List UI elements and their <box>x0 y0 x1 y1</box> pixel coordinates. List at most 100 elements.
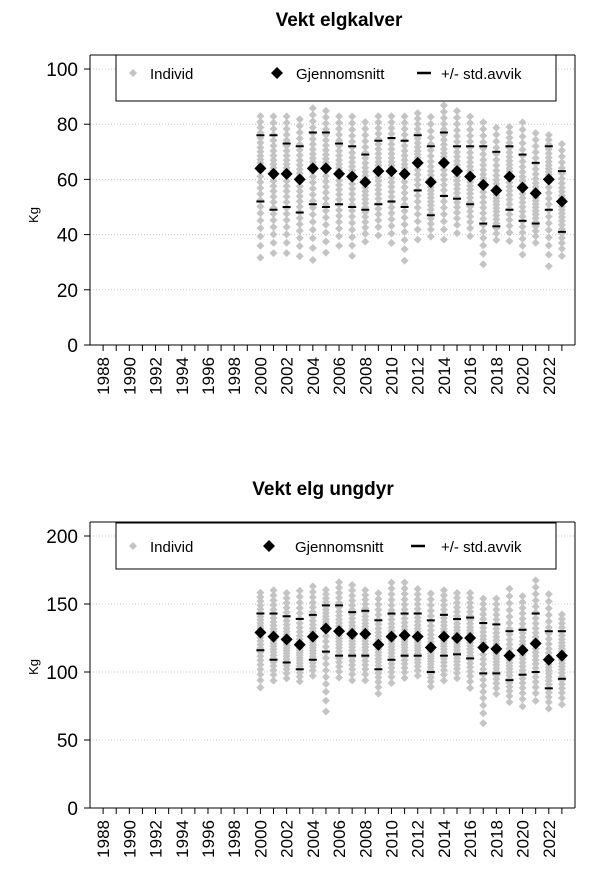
individ-point <box>518 176 527 185</box>
individ-point <box>505 195 514 204</box>
individ-point <box>335 136 344 145</box>
x-tick-label: 2008 <box>356 820 375 858</box>
individ-point <box>544 590 553 599</box>
individ-point <box>439 596 448 605</box>
individ-point <box>295 202 304 211</box>
individ-point <box>400 207 409 216</box>
individ-point <box>335 588 344 597</box>
individ-point <box>413 585 422 594</box>
individ-point <box>308 149 317 158</box>
individ-point <box>426 682 435 691</box>
individ-point <box>295 603 304 612</box>
individ-point <box>479 599 488 608</box>
individ-point <box>426 677 435 686</box>
individ-point <box>479 709 488 718</box>
individ-point <box>466 603 475 612</box>
individ-point <box>400 618 409 627</box>
individ-point <box>348 591 357 600</box>
individ-point <box>374 624 383 633</box>
individ-point <box>439 670 448 679</box>
individ-point <box>269 209 278 218</box>
individ-point <box>439 197 448 206</box>
individ-point <box>453 229 462 238</box>
mean-point <box>555 649 568 662</box>
chart-title: Vekt elg ungdyr <box>252 479 394 500</box>
individ-point <box>492 628 501 637</box>
individ-point <box>453 208 462 217</box>
y-tick-label: 80 <box>57 115 78 136</box>
individ-point <box>557 615 566 624</box>
individ-point <box>439 101 448 110</box>
individ-point <box>387 153 396 162</box>
individ-point <box>426 630 435 639</box>
individ-point <box>505 635 514 644</box>
mean-point <box>398 629 411 642</box>
individ-point <box>335 224 344 233</box>
individ-point <box>374 678 383 687</box>
individ-point <box>557 179 566 188</box>
individ-point <box>387 203 396 212</box>
x-tick-label: 2012 <box>409 820 428 858</box>
individ-point <box>518 189 527 198</box>
individ-point <box>282 222 291 231</box>
individ-point <box>557 183 566 192</box>
legend-box <box>115 54 557 102</box>
individ-point <box>387 668 396 677</box>
mean-point <box>398 167 411 180</box>
mean-point <box>411 630 424 643</box>
individ-point <box>453 120 462 129</box>
individ-point <box>348 241 357 250</box>
individ-point <box>413 191 422 200</box>
individ-point <box>361 237 370 246</box>
individ-point <box>492 130 501 139</box>
individ-point <box>387 145 396 154</box>
individ-point <box>256 183 265 192</box>
individ-point <box>479 170 488 179</box>
individ-point <box>518 702 527 711</box>
individ-point <box>348 148 357 157</box>
individ-point <box>256 656 265 665</box>
individ-point <box>400 141 409 150</box>
individ-point <box>557 610 566 619</box>
individ-point <box>492 143 501 152</box>
individ-point <box>466 153 475 162</box>
mean-point <box>437 156 450 169</box>
individ-point <box>400 584 409 593</box>
individ-point <box>531 619 540 628</box>
individ-point <box>544 597 553 606</box>
individ-point <box>531 677 540 686</box>
individ-point <box>413 590 422 599</box>
individ-point <box>308 256 317 265</box>
individ-point <box>321 696 330 705</box>
individ-point <box>282 156 291 165</box>
individ-point <box>321 172 330 181</box>
individ-point <box>321 206 330 215</box>
individ-point <box>335 180 344 189</box>
individ-point <box>400 124 409 133</box>
individ-point <box>426 133 435 142</box>
mean-point <box>293 638 306 651</box>
individ-point <box>479 131 488 140</box>
individ-point <box>256 209 265 218</box>
individ-point <box>269 238 278 247</box>
individ-point <box>518 603 527 612</box>
individ-point <box>308 217 317 226</box>
individ-point <box>426 126 435 135</box>
x-tick-label: 2008 <box>356 357 375 395</box>
mean-point <box>490 184 503 197</box>
individ-point <box>505 215 514 224</box>
individ-point <box>400 600 409 609</box>
individ-point <box>400 668 409 677</box>
individ-point <box>413 109 422 118</box>
individ-point <box>321 594 330 603</box>
individ-point <box>335 185 344 194</box>
individ-point <box>413 119 422 128</box>
individ-point <box>505 200 514 209</box>
individ-point <box>348 233 357 242</box>
individ-point <box>400 146 409 155</box>
individ-point <box>387 679 396 688</box>
x-tick-label: 2018 <box>487 357 506 395</box>
individ-point <box>295 146 304 155</box>
mean-point <box>359 176 372 189</box>
individ-point <box>413 666 422 675</box>
